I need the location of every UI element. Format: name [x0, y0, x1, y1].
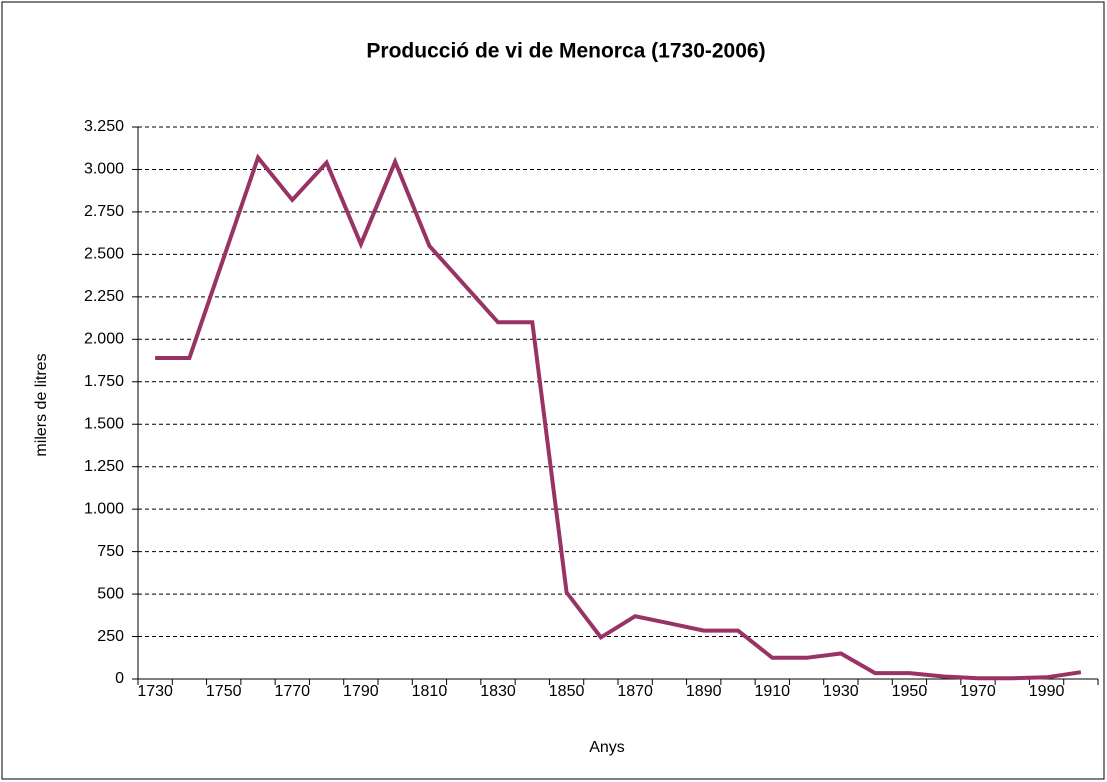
y-tick-label: 1.750 [84, 373, 124, 390]
x-tick-label: 1790 [343, 683, 379, 700]
y-tick-label: 1.500 [84, 415, 124, 432]
y-tick-label: 3.000 [84, 161, 124, 178]
x-tick-label: 1990 [1029, 683, 1065, 700]
y-tick-label: 2.250 [84, 288, 124, 305]
y-tick-label: 2.000 [84, 331, 124, 348]
y-tick-label: 500 [97, 585, 124, 602]
y-tick-label: 1.000 [84, 500, 124, 517]
x-tick-label: 1850 [549, 683, 585, 700]
x-tick-label: 1830 [480, 683, 516, 700]
x-tick-label: 1810 [412, 683, 448, 700]
y-tick-label: 3.250 [84, 118, 124, 135]
x-tick-label: 1870 [617, 683, 653, 700]
x-tick-label: 1970 [960, 683, 996, 700]
chart-title: Producció de vi de Menorca (1730-2006) [366, 40, 765, 63]
y-tick-label: 750 [97, 543, 124, 560]
x-tick-label: 1950 [892, 683, 928, 700]
y-axis-label: milers de litres [33, 353, 50, 456]
y-tick-label: 250 [97, 628, 124, 645]
data-line [155, 153, 1082, 681]
x-tick-label: 1930 [823, 683, 859, 700]
x-axis-label: Anys [589, 739, 625, 756]
x-tick-label: 1730 [137, 683, 173, 700]
y-tick-label: 2.500 [84, 246, 124, 263]
x-tick-label: 1890 [686, 683, 722, 700]
y-tick-label: 0 [115, 670, 124, 687]
x-tick-label: 1770 [274, 683, 310, 700]
x-tick-label: 1910 [754, 683, 790, 700]
y-tick-label: 1.250 [84, 458, 124, 475]
y-tick-label: 2.750 [84, 203, 124, 220]
x-tick-label: 1750 [206, 683, 242, 700]
